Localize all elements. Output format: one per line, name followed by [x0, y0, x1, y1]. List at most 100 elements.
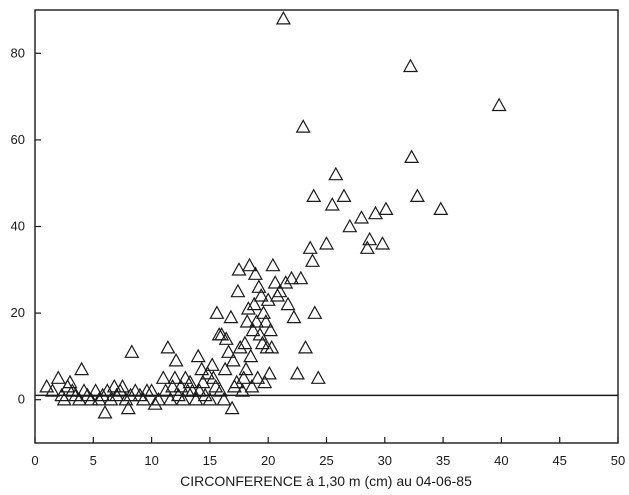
data-point-triangle — [124, 344, 140, 358]
data-point-triangle — [151, 391, 167, 406]
data-point-triangle — [202, 391, 218, 406]
data-point-triangle — [272, 283, 288, 298]
data-point-triangle — [295, 119, 311, 133]
data-point-triangle — [147, 396, 163, 410]
data-point-triangle — [62, 374, 78, 389]
data-point-triangle — [216, 391, 232, 406]
data-point-triangle — [261, 365, 277, 380]
x-tick-label: 0 — [31, 453, 38, 468]
data-point-triangle — [238, 361, 254, 376]
data-point-triangle — [253, 288, 269, 302]
data-point-triangle — [307, 305, 323, 319]
data-point-triangle — [200, 365, 216, 380]
data-point-triangle — [304, 253, 321, 267]
data-point-triangle — [264, 339, 280, 354]
data-point-triangle — [362, 231, 378, 246]
data-point-triangle — [194, 361, 210, 376]
data-point-triangle — [353, 210, 370, 224]
data-point-triangle — [103, 391, 119, 406]
y-tick-label: 40 — [11, 219, 25, 234]
data-point-triangle — [240, 301, 256, 315]
data-point-triangle — [262, 322, 279, 337]
data-point-triangle — [118, 391, 134, 406]
data-point-triangle — [50, 370, 66, 384]
data-point-triangle — [168, 352, 184, 367]
data-point-triangle — [367, 205, 384, 220]
data-point-triangle — [404, 149, 420, 163]
data-point-triangle — [402, 58, 419, 73]
data-point-triangle — [230, 283, 246, 298]
data-point-triangle — [237, 335, 253, 350]
data-point-triangle — [144, 383, 160, 397]
data-point-triangle — [409, 188, 425, 202]
data-point-triangle — [250, 370, 266, 384]
data-point-triangle — [165, 378, 181, 393]
data-point-triangle — [359, 240, 375, 254]
data-point-triangle — [306, 188, 322, 202]
x-tick-label: 5 — [90, 453, 97, 468]
data-point-triangle — [258, 314, 274, 328]
data-point-triangle — [289, 365, 305, 380]
data-point-triangle — [251, 279, 267, 293]
data-point-triangle — [241, 257, 258, 272]
data-point-triangle — [71, 391, 87, 406]
data-point-triangle — [244, 378, 260, 393]
data-point-triangle — [56, 391, 72, 406]
data-point-triangle — [280, 296, 296, 311]
data-point-triangle — [278, 275, 294, 289]
x-axis: 0 5 10 15 20 25 30 35 40 45 50 — [31, 437, 625, 468]
data-point-triangle — [97, 404, 113, 419]
data-point-triangle — [232, 339, 248, 354]
x-tick-label: 25 — [319, 453, 333, 468]
data-point-triangle — [243, 348, 259, 363]
y-axis: 0 20 40 60 80 — [11, 45, 41, 407]
data-point-triangle — [247, 266, 263, 280]
data-point-triangle — [328, 166, 344, 181]
x-tick-label: 45 — [552, 453, 566, 468]
data-point-triangle — [109, 387, 125, 402]
data-point-triangle — [491, 97, 507, 112]
data-point-triangle — [223, 309, 239, 324]
data-point-triangle — [135, 391, 151, 406]
data-point-triangle — [99, 383, 115, 397]
data-point-triangle — [88, 383, 104, 397]
y-tick-label: 20 — [11, 305, 25, 320]
data-point-triangle — [190, 348, 206, 363]
data-point-triangle — [246, 296, 262, 311]
data-point-triangle — [260, 292, 276, 306]
data-point-triangle — [214, 327, 230, 341]
data-point-triangle — [374, 236, 391, 250]
data-point-triangle — [255, 305, 272, 319]
data-point-triangle — [120, 400, 136, 415]
x-axis-title: CIRCONFERENCE à 1,30 m (cm) au 04-06-85 — [180, 473, 472, 489]
data-point-triangle — [293, 270, 309, 285]
x-tick-label: 35 — [436, 453, 450, 468]
data-points — [39, 10, 507, 419]
data-point-triangle — [195, 374, 211, 389]
data-point-triangle — [324, 197, 340, 211]
data-point-triangle — [269, 288, 286, 302]
x-tick-label: 15 — [203, 453, 217, 468]
data-point-triangle — [123, 387, 139, 402]
data-point-triangle — [175, 391, 191, 406]
data-point-triangle — [254, 335, 270, 350]
data-point-triangle — [221, 344, 237, 358]
x-tick-label: 40 — [494, 453, 508, 468]
data-point-triangle — [160, 339, 176, 354]
data-point-triangle — [224, 400, 240, 415]
data-point-triangle — [155, 370, 171, 384]
x-tick-label: 30 — [378, 453, 392, 468]
data-point-triangle — [204, 357, 220, 371]
data-point-triangle — [208, 378, 224, 393]
data-point-triangle — [310, 370, 326, 384]
data-point-triangle — [259, 339, 275, 354]
data-point-triangle — [257, 374, 273, 389]
data-point-triangle — [286, 309, 302, 324]
data-point-triangle — [83, 391, 99, 406]
data-point-triangle — [74, 361, 90, 376]
data-point-triangle — [265, 257, 281, 272]
data-point-triangle — [318, 236, 335, 250]
x-tick-label: 20 — [261, 453, 275, 468]
data-point-triangle — [91, 391, 107, 406]
